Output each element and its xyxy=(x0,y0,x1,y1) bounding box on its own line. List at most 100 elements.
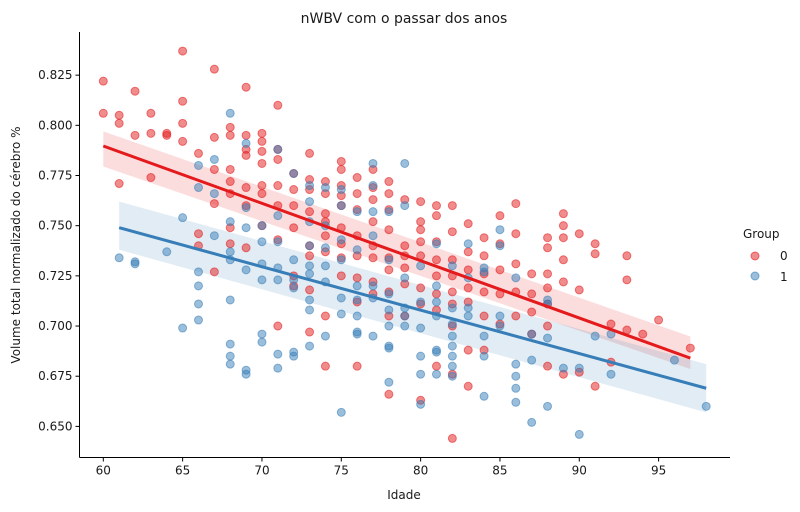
data-point-group-0 xyxy=(400,263,410,273)
data-point-group-1 xyxy=(193,267,203,277)
data-point-group-1 xyxy=(305,261,315,271)
y-tick-label: 0.725 xyxy=(38,269,72,283)
data-point-group-1 xyxy=(336,235,346,245)
data-point-group-1 xyxy=(352,329,362,339)
data-point-group-0 xyxy=(463,283,473,293)
data-point-group-0 xyxy=(273,100,283,110)
chart-title: nWBV com o passar dos anos xyxy=(301,11,508,27)
data-point-group-1 xyxy=(431,297,441,307)
data-point-group-0 xyxy=(543,361,553,371)
data-point-group-1 xyxy=(352,245,362,255)
data-point-group-1 xyxy=(289,168,299,178)
data-point-group-0 xyxy=(431,255,441,265)
data-point-group-1 xyxy=(431,281,441,291)
data-point-group-1 xyxy=(241,223,251,233)
data-point-group-0 xyxy=(590,239,600,249)
data-point-group-0 xyxy=(320,311,330,321)
data-point-group-1 xyxy=(527,355,537,365)
data-point-group-0 xyxy=(447,201,457,211)
data-point-group-0 xyxy=(384,225,394,235)
data-point-group-1 xyxy=(511,397,521,407)
data-point-group-1 xyxy=(225,217,235,227)
data-point-group-1 xyxy=(368,281,378,291)
data-point-group-1 xyxy=(352,295,362,305)
data-point-group-0 xyxy=(463,381,473,391)
x-tick-label: 60 xyxy=(96,464,111,478)
data-point-group-0 xyxy=(273,181,283,191)
data-point-group-1 xyxy=(225,359,235,369)
data-point-group-0 xyxy=(146,173,156,183)
data-point-group-0 xyxy=(368,217,378,227)
data-point-group-0 xyxy=(416,283,426,293)
data-point-group-1 xyxy=(479,267,489,277)
data-point-group-1 xyxy=(305,341,315,351)
data-point-group-1 xyxy=(225,247,235,257)
data-point-group-1 xyxy=(416,297,426,307)
data-point-group-0 xyxy=(209,199,219,209)
data-point-group-1 xyxy=(431,347,441,357)
data-point-group-0 xyxy=(241,130,251,140)
data-point-group-0 xyxy=(416,225,426,235)
y-tick-label: 0.775 xyxy=(38,169,72,183)
data-point-group-0 xyxy=(463,247,473,257)
data-point-group-0 xyxy=(209,267,219,277)
x-tick-label: 95 xyxy=(651,464,666,478)
data-point-group-1 xyxy=(416,323,426,333)
data-point-group-0 xyxy=(257,158,267,168)
data-point-group-1 xyxy=(606,369,616,379)
data-point-group-1 xyxy=(225,339,235,349)
data-point-group-0 xyxy=(368,253,378,263)
data-point-group-0 xyxy=(654,315,664,325)
data-point-group-0 xyxy=(305,207,315,217)
data-point-group-0 xyxy=(463,265,473,275)
data-point-group-1 xyxy=(400,201,410,211)
data-point-group-0 xyxy=(193,148,203,158)
data-point-group-0 xyxy=(257,136,267,146)
data-point-group-1 xyxy=(400,321,410,331)
data-point-group-0 xyxy=(543,321,553,331)
data-point-group-0 xyxy=(574,229,584,239)
data-point-group-1 xyxy=(257,221,267,231)
data-point-group-1 xyxy=(479,391,489,401)
data-point-group-1 xyxy=(336,407,346,417)
data-point-group-0 xyxy=(368,195,378,205)
data-point-group-0 xyxy=(431,271,441,281)
data-point-group-0 xyxy=(225,122,235,132)
data-point-group-0 xyxy=(685,343,695,353)
data-point-group-1 xyxy=(257,275,267,285)
data-point-group-0 xyxy=(384,189,394,199)
data-point-group-0 xyxy=(574,285,584,295)
data-point-group-1 xyxy=(384,343,394,353)
data-point-group-1 xyxy=(701,401,711,411)
data-point-group-0 xyxy=(416,237,426,247)
data-point-group-1 xyxy=(368,207,378,217)
data-point-group-0 xyxy=(463,219,473,229)
data-point-group-1 xyxy=(273,144,283,154)
data-point-group-0 xyxy=(590,381,600,391)
data-point-group-1 xyxy=(368,181,378,191)
data-point-group-0 xyxy=(558,233,568,243)
confidence-band-0 xyxy=(103,131,691,369)
data-point-group-1 xyxy=(289,351,299,361)
data-point-group-0 xyxy=(558,209,568,219)
data-point-group-1 xyxy=(574,429,584,439)
data-point-group-1 xyxy=(527,329,537,339)
data-point-group-1 xyxy=(305,305,315,315)
data-point-group-1 xyxy=(320,331,330,341)
data-point-group-0 xyxy=(178,46,188,56)
data-point-group-1 xyxy=(511,383,521,393)
data-point-group-1 xyxy=(368,331,378,341)
data-point-group-0 xyxy=(305,251,315,261)
data-point-group-1 xyxy=(289,255,299,265)
legend-label-1: 1 xyxy=(780,270,788,284)
data-point-group-1 xyxy=(273,211,283,221)
data-point-group-1 xyxy=(193,160,203,170)
legend: Group 0 1 xyxy=(743,227,788,284)
data-point-group-1 xyxy=(384,289,394,299)
data-point-group-0 xyxy=(320,231,330,241)
data-point-group-1 xyxy=(400,158,410,168)
data-point-group-0 xyxy=(431,289,441,299)
data-point-group-0 xyxy=(622,251,632,261)
data-point-group-0 xyxy=(352,173,362,183)
data-point-group-1 xyxy=(257,329,267,339)
